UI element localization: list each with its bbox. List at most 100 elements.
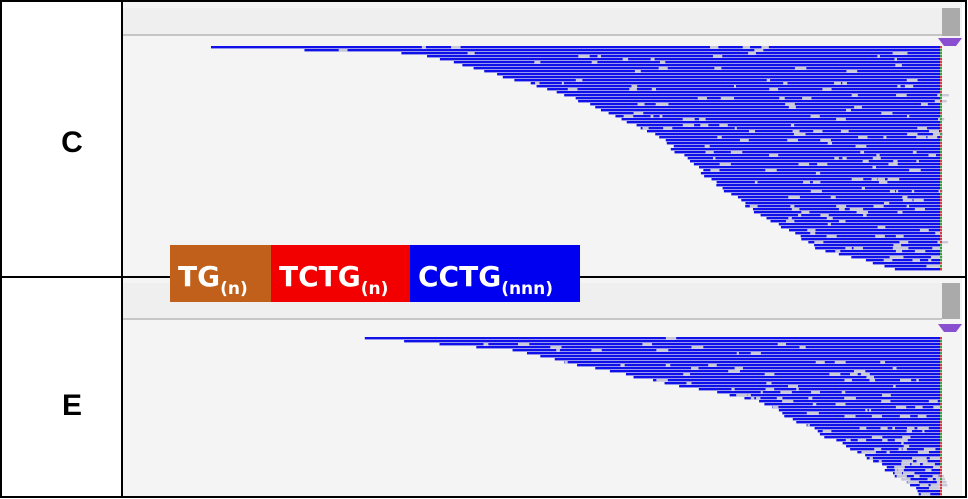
mismatch	[708, 364, 717, 366]
read	[555, 358, 940, 360]
base-calls	[940, 415, 942, 417]
mismatch	[861, 373, 870, 375]
mismatch	[699, 118, 706, 120]
read	[699, 166, 940, 168]
base-calls	[940, 241, 942, 243]
base-calls	[940, 178, 942, 180]
mismatch	[900, 379, 911, 381]
read	[754, 211, 940, 213]
mismatch	[846, 439, 851, 441]
base-calls	[940, 133, 942, 135]
read	[753, 208, 940, 210]
mismatch	[777, 397, 783, 399]
read	[622, 118, 940, 120]
mismatch	[904, 445, 910, 447]
mismatch	[827, 217, 833, 219]
mismatch	[810, 232, 815, 234]
mismatch	[909, 169, 921, 171]
read	[577, 364, 940, 366]
read	[557, 91, 940, 93]
mismatch	[912, 463, 920, 465]
base-calls	[940, 118, 942, 120]
mismatch	[785, 103, 795, 105]
base-calls	[940, 205, 942, 207]
mismatch	[887, 451, 890, 453]
mismatch	[929, 448, 932, 450]
mismatch	[923, 493, 931, 495]
base-calls	[940, 91, 942, 93]
mismatch	[823, 430, 832, 432]
read	[667, 142, 940, 144]
mismatch	[873, 157, 881, 159]
mismatch	[839, 220, 846, 222]
mismatch	[740, 139, 749, 141]
read	[767, 217, 940, 219]
coverage-strip	[122, 8, 942, 35]
mismatch	[691, 346, 703, 348]
mismatch	[915, 208, 925, 210]
read	[671, 148, 940, 150]
base-calls	[940, 382, 942, 384]
mismatch	[731, 151, 742, 153]
mismatch	[882, 439, 887, 441]
base-calls	[940, 403, 942, 405]
mismatch	[756, 397, 760, 399]
mismatch	[719, 124, 727, 126]
read	[503, 76, 940, 78]
mismatch	[841, 130, 849, 132]
read	[801, 235, 940, 237]
read	[427, 55, 940, 57]
mismatch	[638, 103, 645, 105]
mismatch	[897, 475, 907, 477]
mismatch	[835, 361, 846, 363]
base-calls	[940, 337, 942, 339]
mismatch	[920, 229, 929, 231]
base-calls	[940, 412, 942, 414]
mismatch	[651, 58, 655, 60]
read	[865, 454, 940, 456]
mismatch	[901, 442, 903, 444]
base-calls	[940, 394, 942, 396]
base-calls	[940, 145, 942, 147]
mismatch	[899, 448, 902, 450]
read	[873, 262, 940, 264]
mismatch	[915, 406, 922, 408]
base-calls	[940, 262, 942, 264]
mismatch	[873, 205, 883, 207]
mismatch	[728, 370, 740, 372]
mismatch	[666, 364, 670, 366]
panel-label: C	[61, 126, 83, 159]
read	[474, 67, 940, 69]
mismatch	[881, 400, 890, 402]
mismatch	[907, 133, 917, 135]
base-calls	[940, 487, 942, 489]
mismatch	[890, 256, 898, 258]
read	[462, 64, 940, 66]
mismatch	[898, 211, 903, 213]
mismatch	[916, 379, 919, 381]
mismatch	[933, 133, 939, 135]
mismatch	[717, 136, 721, 138]
mismatch	[872, 166, 876, 168]
mismatch	[790, 205, 794, 207]
mismatch	[691, 367, 698, 369]
mismatch	[778, 343, 786, 345]
mismatch	[773, 406, 778, 408]
mismatch	[786, 391, 792, 393]
mismatch	[872, 415, 882, 417]
mismatch	[820, 139, 831, 141]
mismatch	[518, 343, 529, 345]
mismatch	[789, 106, 796, 108]
base-calls	[940, 409, 942, 411]
read	[724, 190, 940, 192]
mismatch	[782, 400, 793, 402]
mismatch	[907, 427, 915, 429]
base-calls	[940, 151, 942, 153]
base-calls	[940, 256, 942, 258]
base-calls	[940, 166, 942, 168]
mismatch	[780, 391, 786, 393]
mismatch	[888, 163, 897, 165]
mismatch	[842, 391, 846, 393]
read	[601, 109, 940, 111]
mismatch	[928, 478, 933, 480]
